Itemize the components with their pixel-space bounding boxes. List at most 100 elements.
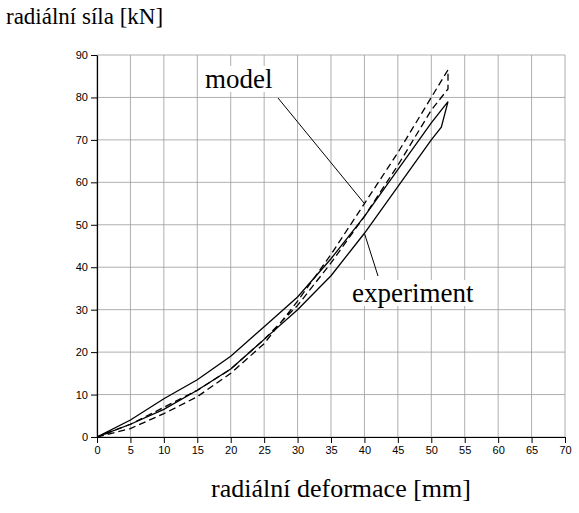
tick: 40	[76, 261, 97, 273]
grid-line	[97, 97, 565, 98]
tick: 20	[225, 437, 237, 456]
leader-line	[278, 98, 364, 204]
tick-label: 40	[76, 261, 88, 273]
tick: 0	[94, 437, 100, 456]
tick-mark	[565, 437, 566, 443]
tick-mark	[331, 437, 332, 443]
tick: 45	[392, 437, 404, 456]
grid-line	[297, 55, 298, 437]
tick: 65	[526, 437, 538, 456]
tick-mark	[465, 437, 466, 443]
tick: 90	[76, 49, 97, 61]
tick-label: 30	[292, 444, 304, 456]
series-line	[97, 102, 448, 437]
axis-line	[97, 56, 98, 438]
grid-line	[565, 55, 566, 437]
tick-label: 20	[225, 444, 237, 456]
tick: 10	[76, 389, 97, 401]
tick-label: 35	[325, 444, 337, 456]
grid-line	[97, 182, 565, 183]
plot: 0 5 10 15 20 25 30 35 40 45 50 55 60 65 70 0 10 20 30 40 50 6…	[76, 49, 572, 456]
tick-label: 80	[76, 91, 88, 103]
grid-line	[97, 55, 565, 56]
tick-mark	[91, 352, 97, 353]
tick: 30	[292, 437, 304, 456]
tick-mark	[231, 437, 232, 443]
tick-label: 60	[493, 444, 505, 456]
tick-label: 90	[76, 49, 88, 61]
grid-line	[97, 394, 565, 395]
tick-mark	[91, 395, 97, 396]
grid-line	[498, 55, 499, 437]
tick-label: 60	[76, 176, 88, 188]
tick-label: 70	[76, 134, 88, 146]
tick-label: 40	[359, 444, 371, 456]
tick-label: 65	[526, 444, 538, 456]
tick: 50	[76, 219, 97, 231]
tick-mark	[298, 437, 299, 443]
chart: 0 5 10 15 20 25 30 35 40 45 50 55 60 65 70 0 10 20 30 40 50 6…	[0, 0, 579, 513]
tick: 35	[325, 437, 337, 456]
tick-mark	[498, 437, 499, 443]
x-axis-title: radiální deformace [mm]	[211, 474, 471, 503]
leader-line	[364, 233, 378, 276]
tick-label: 0	[82, 431, 88, 443]
tick-mark	[264, 437, 265, 443]
tick: 25	[259, 437, 271, 456]
y-axis: 0 10 20 30 40 50 60 70 80 90	[76, 49, 98, 443]
tick-mark	[164, 437, 165, 443]
tick: 80	[76, 91, 97, 103]
tick-label: 45	[392, 444, 404, 456]
tick-mark	[130, 437, 131, 443]
tick: 10	[158, 437, 170, 456]
grid-line	[97, 224, 565, 225]
tick: 30	[76, 304, 97, 316]
tick-mark	[91, 55, 97, 56]
tick: 70	[559, 437, 571, 456]
grid-line	[97, 309, 565, 310]
tick: 15	[192, 437, 204, 456]
grid-line	[264, 55, 265, 437]
grid-line	[97, 139, 565, 140]
tick-mark	[398, 437, 399, 443]
series-group	[97, 70, 448, 437]
tick-label: 10	[76, 389, 88, 401]
grid	[97, 55, 565, 437]
tick-mark	[197, 437, 198, 443]
tick: 60	[493, 437, 505, 456]
x-axis: 0 5 10 15 20 25 30 35 40 45 50 55 60 65 70	[94, 437, 571, 456]
series-label: model	[205, 64, 273, 94]
tick-label: 15	[192, 444, 204, 456]
tick: 40	[359, 437, 371, 456]
tick: 50	[426, 437, 438, 456]
tick-label: 20	[76, 346, 88, 358]
grid-line	[431, 55, 432, 437]
tick-mark	[91, 140, 97, 141]
tick-mark	[364, 437, 365, 443]
grid-line	[364, 55, 365, 437]
tick-mark	[97, 437, 98, 443]
tick-label: 50	[76, 219, 88, 231]
tick: 5	[128, 437, 134, 456]
tick: 60	[76, 176, 97, 188]
tick-label: 0	[94, 444, 100, 456]
tick: 55	[459, 437, 471, 456]
y-axis-title: radiální síla [kN]	[6, 4, 163, 29]
grid-line	[97, 55, 98, 437]
grid-line	[130, 55, 131, 437]
grid-line	[97, 352, 565, 353]
grid-line	[230, 55, 231, 437]
tick-label: 55	[459, 444, 471, 456]
annotations: modelexperiment	[203, 64, 476, 308]
tick-mark	[431, 437, 432, 443]
tick-label: 50	[426, 444, 438, 456]
tick-mark	[91, 225, 97, 226]
tick-mark	[91, 310, 97, 311]
series-line	[97, 70, 448, 437]
grid-line	[97, 267, 565, 268]
tick-mark	[91, 97, 97, 98]
tick-mark	[91, 267, 97, 268]
tick-mark	[532, 437, 533, 443]
tick-mark	[91, 437, 97, 438]
tick-label: 10	[158, 444, 170, 456]
